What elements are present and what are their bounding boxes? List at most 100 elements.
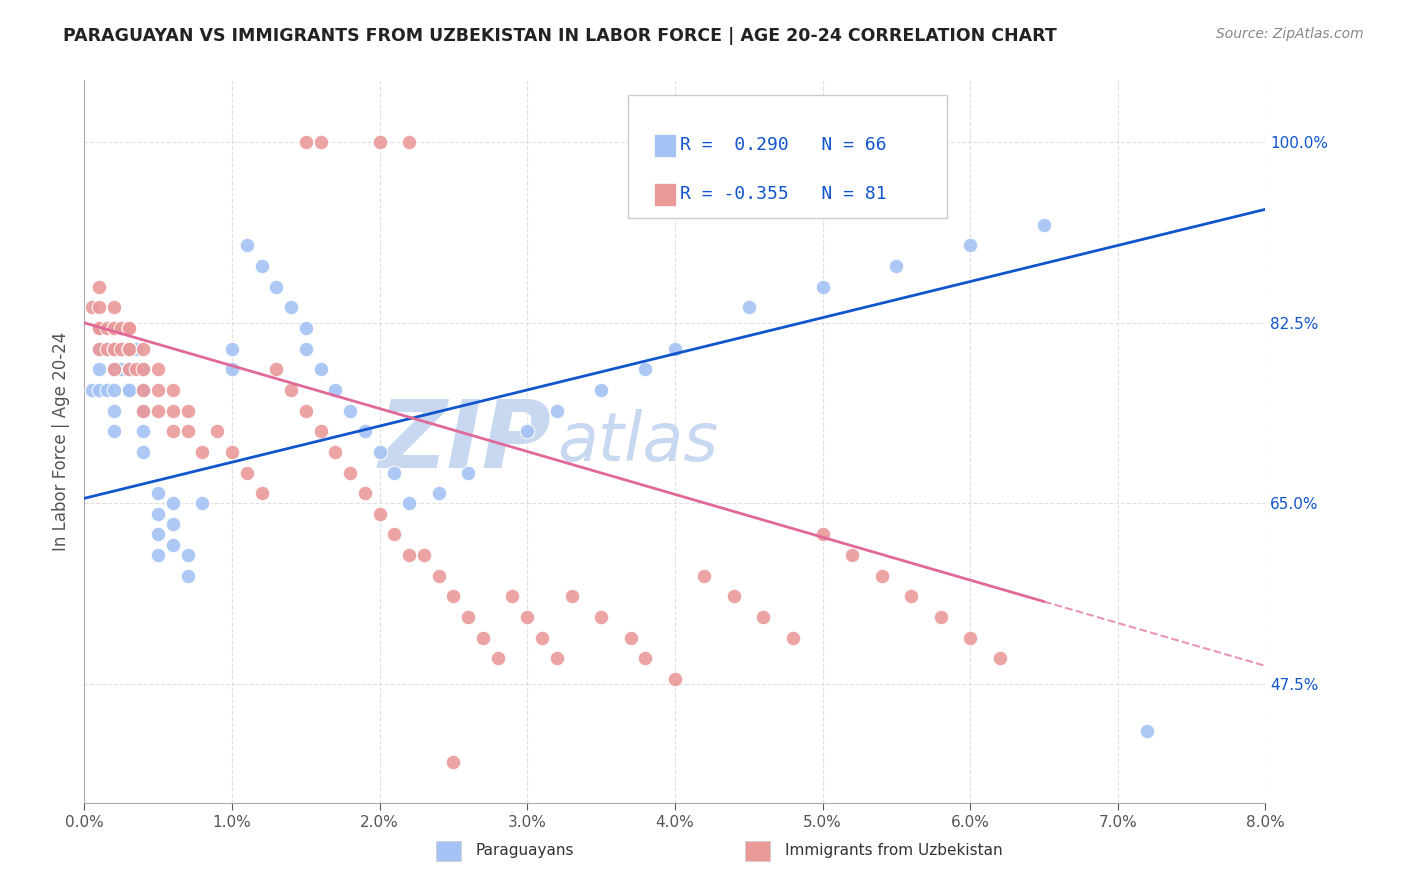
Point	[221, 342, 243, 356]
Point	[103, 342, 125, 356]
Point	[103, 342, 125, 356]
Point	[132, 424, 155, 438]
Point	[132, 362, 155, 376]
Text: ZIP: ZIP	[378, 395, 551, 488]
Point	[693, 568, 716, 582]
Point	[96, 342, 118, 356]
Point	[398, 135, 420, 149]
Point	[103, 342, 125, 356]
Point	[295, 321, 318, 335]
Point	[125, 342, 148, 356]
Point	[841, 548, 863, 562]
Point	[191, 496, 214, 510]
Point	[96, 321, 118, 335]
Point	[619, 631, 641, 645]
Point	[103, 403, 125, 417]
Point	[125, 362, 148, 376]
Point	[103, 321, 125, 335]
Point	[502, 590, 524, 604]
Y-axis label: In Labor Force | Age 20-24: In Labor Force | Age 20-24	[52, 332, 70, 551]
Point	[427, 568, 450, 582]
Point	[339, 403, 361, 417]
Point	[162, 403, 184, 417]
Point	[118, 342, 141, 356]
Point	[87, 321, 111, 335]
Text: PARAGUAYAN VS IMMIGRANTS FROM UZBEKISTAN IN LABOR FORCE | AGE 20-24 CORRELATION : PARAGUAYAN VS IMMIGRANTS FROM UZBEKISTAN…	[63, 27, 1057, 45]
Point	[87, 362, 111, 376]
Point	[354, 486, 377, 500]
Point	[162, 424, 184, 438]
Point	[591, 610, 613, 624]
Point	[118, 362, 141, 376]
Point	[221, 362, 243, 376]
Point	[87, 383, 111, 397]
Point	[191, 445, 214, 459]
Point	[177, 424, 200, 438]
Point	[988, 651, 1011, 665]
Point	[162, 538, 184, 552]
Point	[295, 135, 318, 149]
Point	[118, 362, 141, 376]
Text: Paraguayans: Paraguayans	[475, 844, 574, 858]
Point	[148, 362, 170, 376]
Point	[148, 548, 170, 562]
Point	[900, 590, 922, 604]
Point	[368, 135, 391, 149]
Point	[110, 321, 132, 335]
Point	[886, 259, 908, 273]
Point	[80, 301, 103, 315]
Point	[398, 548, 420, 562]
FancyBboxPatch shape	[627, 95, 946, 218]
Point	[427, 486, 450, 500]
Point	[516, 610, 538, 624]
Point	[325, 445, 347, 459]
Text: Source: ZipAtlas.com: Source: ZipAtlas.com	[1216, 27, 1364, 41]
Point	[443, 590, 465, 604]
Point	[811, 527, 834, 541]
Point	[118, 321, 141, 335]
Point	[634, 651, 657, 665]
Point	[531, 631, 554, 645]
Point	[384, 466, 406, 480]
Point	[443, 755, 465, 769]
Point	[664, 672, 686, 686]
Point	[309, 135, 332, 149]
Point	[148, 486, 170, 500]
Point	[87, 342, 111, 356]
Point	[295, 403, 318, 417]
Point	[148, 383, 170, 397]
Point	[295, 342, 318, 356]
Point	[132, 403, 155, 417]
Point	[177, 548, 200, 562]
Point	[162, 517, 184, 532]
Point	[250, 486, 273, 500]
Point	[103, 321, 125, 335]
Point	[959, 238, 981, 252]
Point	[368, 445, 391, 459]
Point	[132, 403, 155, 417]
Point	[132, 383, 155, 397]
Point	[723, 590, 745, 604]
Point	[118, 342, 141, 356]
Point	[384, 527, 406, 541]
Point	[118, 321, 141, 335]
Point	[148, 527, 170, 541]
Point	[118, 383, 141, 397]
Point	[103, 424, 125, 438]
Point	[516, 424, 538, 438]
Point	[752, 610, 775, 624]
Point	[148, 507, 170, 521]
Point	[110, 342, 132, 356]
Point	[339, 466, 361, 480]
Point	[103, 321, 125, 335]
Point	[162, 383, 184, 397]
Point	[546, 651, 568, 665]
Point	[738, 301, 761, 315]
Point	[132, 342, 155, 356]
Point	[177, 403, 200, 417]
Point	[148, 403, 170, 417]
Point	[280, 301, 302, 315]
Point	[1136, 723, 1159, 738]
Point	[561, 590, 583, 604]
Point	[118, 321, 141, 335]
